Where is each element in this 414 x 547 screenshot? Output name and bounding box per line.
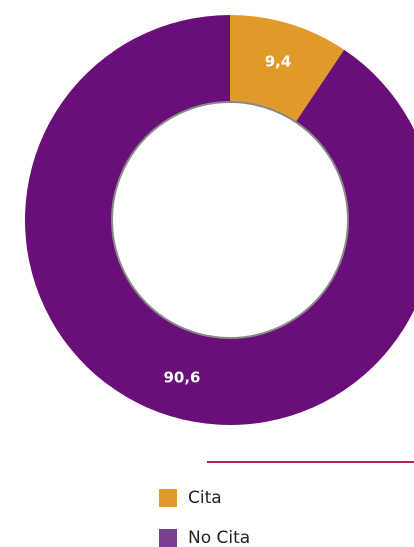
value-label: 90,6 <box>163 368 200 386</box>
legend-label: Cita <box>188 488 222 508</box>
donut-segment <box>230 15 345 122</box>
legend-swatch <box>159 489 177 507</box>
donut-hole <box>111 101 349 339</box>
donut-segment <box>25 15 414 425</box>
legend-label: No Cita <box>188 528 250 547</box>
legend-swatch <box>159 529 177 547</box>
value-label: 9,4 <box>265 53 292 71</box>
